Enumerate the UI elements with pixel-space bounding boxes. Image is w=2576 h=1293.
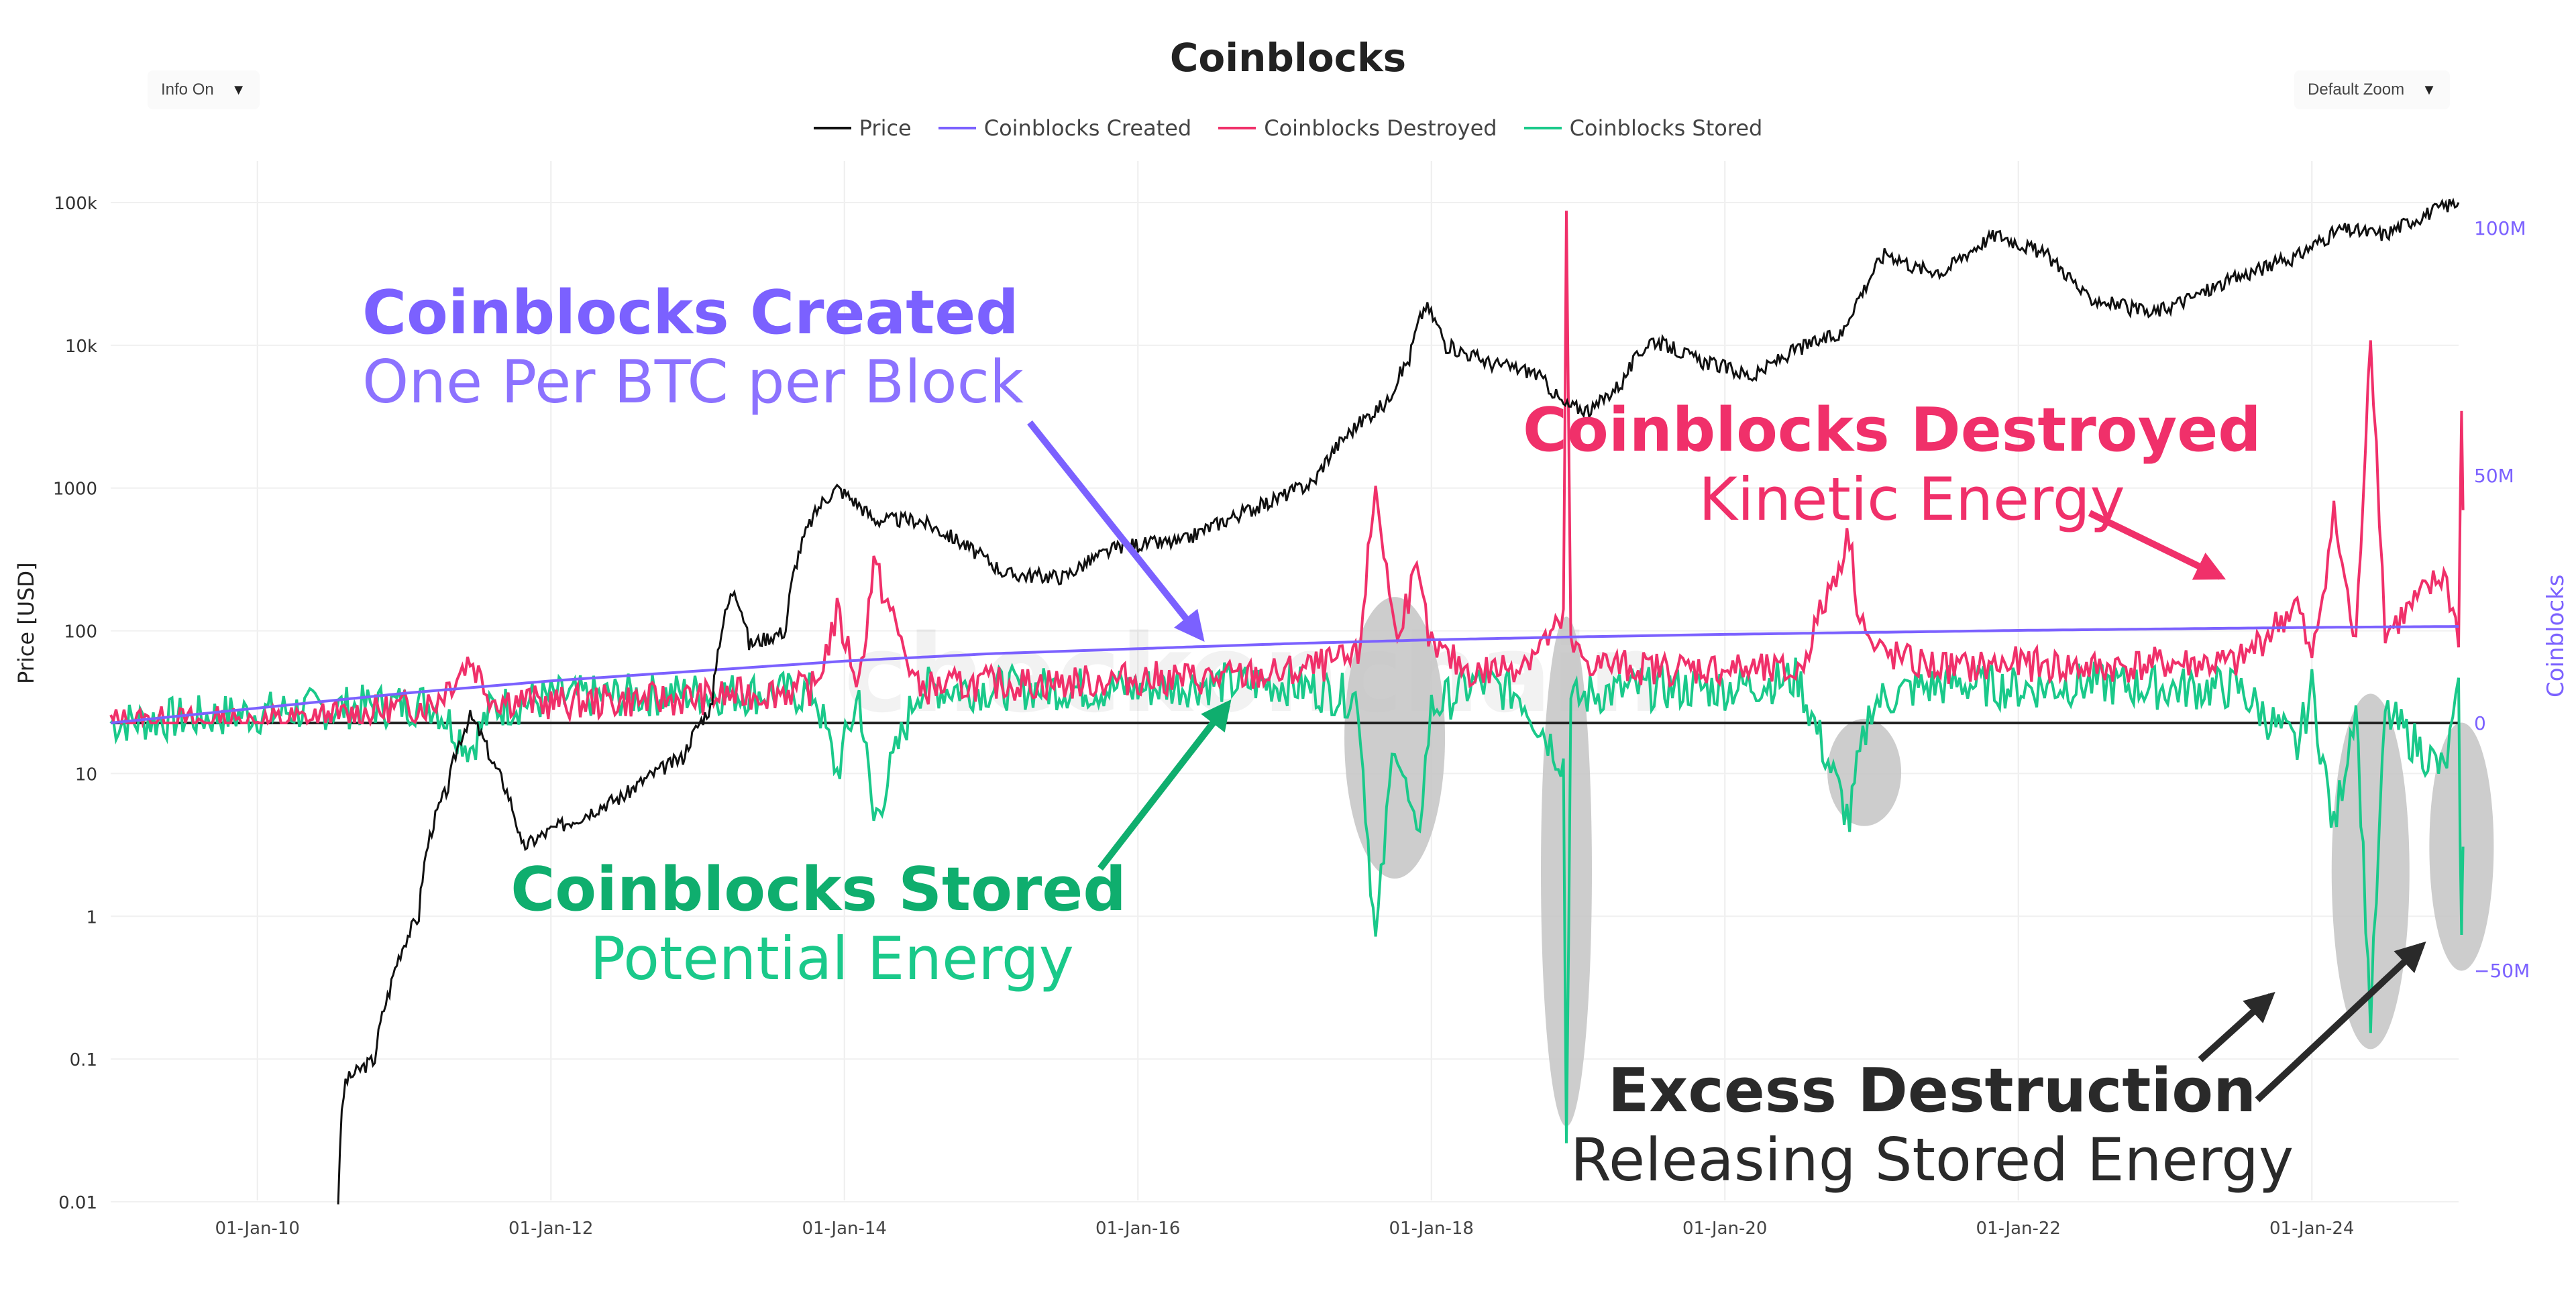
legend-item-stored[interactable]: Coinblocks Stored: [1523, 115, 1763, 141]
y-axis-right-title: Coinblocks: [2542, 574, 2569, 697]
arrow-excess-2: [2255, 941, 2426, 1103]
y-right-tick-label: 100M: [2474, 217, 2526, 239]
annotation-stored-sub: Potential Energy: [590, 923, 1074, 993]
x-tick-label: 01-Jan-18: [1389, 1219, 1474, 1239]
series-line-created: [110, 625, 2459, 724]
legend-label: Price: [859, 115, 912, 141]
y-right-tick-label: 50M: [2474, 465, 2514, 487]
legend-label: Coinblocks Destroyed: [1264, 115, 1497, 141]
x-tick-label: 01-Jan-14: [802, 1219, 887, 1239]
annotation-created: Coinblocks Created One Per BTC per Block: [362, 278, 1024, 416]
y-left-tick-label: 0.01: [58, 1193, 97, 1213]
y-axis-left-title: Price [USD]: [13, 562, 39, 684]
legend-swatch-icon: [1218, 127, 1256, 129]
x-tick-label: 01-Jan-22: [1976, 1219, 2061, 1239]
annotation-created-heading: Coinblocks Created: [362, 278, 1019, 348]
legend-item-price[interactable]: Price: [813, 115, 912, 141]
highlight-ellipse: [2429, 722, 2494, 971]
series-line-destroyed: [109, 211, 2465, 728]
chevron-down-icon: ▼: [231, 81, 246, 98]
annotation-created-sub: One Per BTC per Block: [362, 347, 1024, 416]
y-left-tick-label: 100k: [54, 194, 97, 214]
y-left-tick-label: 10k: [65, 337, 97, 357]
arrow-stored: [1097, 699, 1232, 871]
legend-item-destroyed[interactable]: Coinblocks Destroyed: [1218, 115, 1497, 141]
highlight-ellipse: [1827, 718, 1902, 826]
highlight-ellipse: [2331, 693, 2410, 1050]
y-right-tick-label: 0: [2474, 712, 2486, 734]
info-dropdown-label: Info On: [161, 80, 214, 99]
annotation-excess-heading: Excess Destruction: [1607, 1056, 2257, 1126]
arrow-destroyed: [2088, 510, 2226, 580]
chart-legend: Price Coinblocks Created Coinblocks Dest…: [0, 115, 2576, 141]
x-tick-label: 01-Jan-20: [1682, 1219, 1767, 1239]
y-right-tick-label: −50M: [2474, 960, 2530, 982]
annotation-destroyed-heading: Coinblocks Destroyed: [1523, 395, 2261, 465]
legend-swatch-icon: [813, 127, 851, 129]
zoom-dropdown[interactable]: Default Zoom ▼: [2294, 70, 2450, 109]
info-dropdown[interactable]: Info On ▼: [148, 70, 260, 109]
arrow-created: [1027, 420, 1205, 642]
zoom-dropdown-label: Default Zoom: [2308, 80, 2405, 99]
x-tick-label: 01-Jan-16: [1095, 1219, 1180, 1239]
arrow-excess-1: [2198, 991, 2275, 1062]
legend-swatch-icon: [938, 127, 976, 129]
y-left-tick-label: 100: [64, 622, 97, 642]
series-line-price: [337, 197, 2460, 1204]
legend-label: Coinblocks Created: [983, 115, 1192, 141]
highlight-ellipse: [1344, 597, 1446, 879]
chevron-down-icon: ▼: [2422, 81, 2436, 98]
highlight-ellipse: [1541, 616, 1592, 1127]
legend-swatch-icon: [1523, 127, 1562, 129]
y-left-tick-label: 1: [86, 907, 97, 927]
series-line-stored: [109, 657, 2465, 1143]
legend-item-created[interactable]: Coinblocks Created: [938, 115, 1191, 141]
x-tick-label: 01-Jan-10: [215, 1219, 300, 1239]
annotation-stored: Coinblocks Stored Potential Energy: [510, 855, 1127, 993]
annotation-stored-heading: Coinblocks Stored: [511, 854, 1126, 925]
legend-label: Coinblocks Stored: [1569, 115, 1763, 141]
x-tick-label: 01-Jan-24: [2269, 1219, 2354, 1239]
x-tick-label: 01-Jan-12: [508, 1219, 593, 1239]
y-left-tick-label: 10: [75, 765, 97, 785]
annotation-excess-sub: Releasing Stored Energy: [1570, 1125, 2294, 1194]
annotation-excess: Excess Destruction Releasing Stored Ener…: [1556, 1056, 2308, 1194]
y-left-tick-label: 1000: [53, 480, 97, 500]
y-left-tick-label: 0.1: [70, 1050, 97, 1070]
annotation-destroyed: Coinblocks Destroyed Kinetic Energy: [1523, 395, 2261, 534]
chart-title: Coinblocks: [1169, 35, 1407, 80]
annotation-destroyed-sub: Kinetic Energy: [1699, 464, 2125, 534]
